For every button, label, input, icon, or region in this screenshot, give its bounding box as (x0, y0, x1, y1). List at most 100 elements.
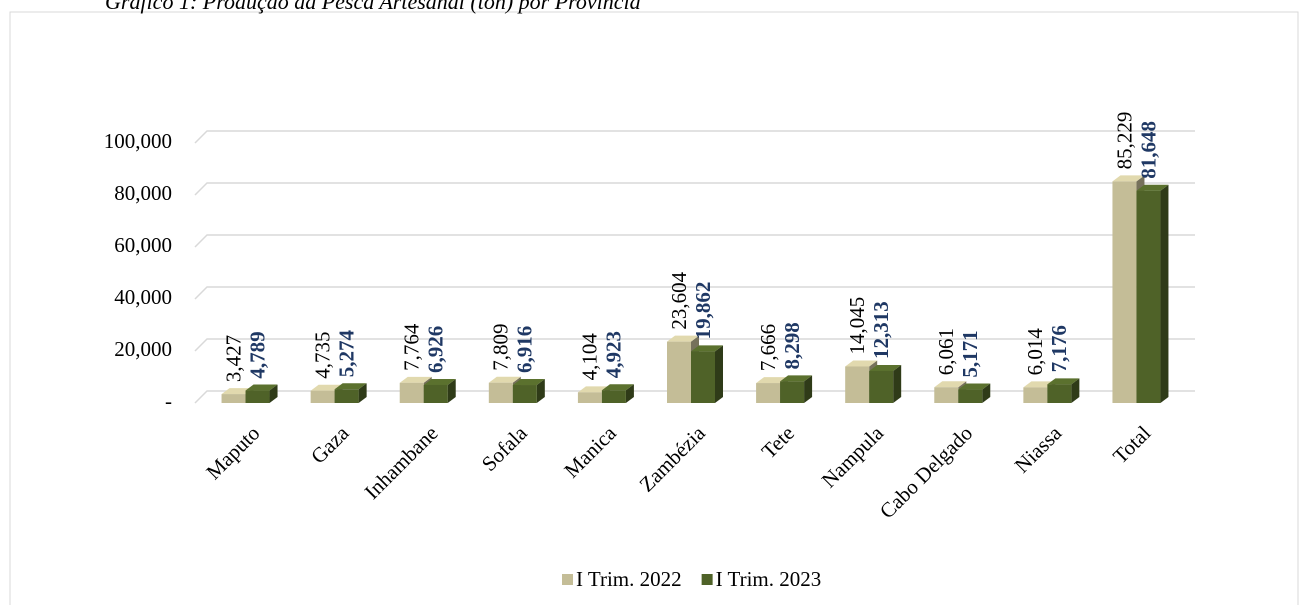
chart-title: Gráfico 1: Produção da Pesca Artesanal (… (105, 0, 641, 14)
legend-label: I Trim. 2022 (576, 567, 682, 591)
y-tick-label: 20,000 (114, 337, 172, 361)
bar-top (423, 378, 456, 385)
bar (221, 394, 246, 403)
bar-side (1071, 378, 1080, 403)
value-label: 19,862 (691, 282, 715, 340)
value-label: 12,313 (869, 301, 893, 359)
bar-side (269, 384, 278, 403)
bar-top (601, 384, 634, 391)
bar (1023, 387, 1048, 403)
bar (691, 351, 715, 403)
value-label: 23,604 (667, 271, 691, 329)
value-label: 7,764 (400, 323, 424, 371)
y-tick-label: 100,000 (104, 129, 172, 153)
bar (399, 382, 424, 403)
y-tick-label: - (165, 389, 172, 413)
bar (512, 385, 537, 403)
bar (1136, 190, 1161, 403)
y-tick-label: 40,000 (114, 285, 172, 309)
legend-swatch (562, 574, 573, 585)
value-label: 81,648 (1136, 121, 1160, 179)
value-label: 7,176 (1047, 325, 1071, 372)
bar (1112, 181, 1137, 403)
value-label: 4,104 (578, 333, 602, 381)
legend-swatch (701, 574, 713, 585)
bar (958, 389, 983, 403)
x-tick-label: Tete (757, 421, 799, 463)
legend-label: I Trim. 2023 (716, 567, 822, 591)
x-tick-label: Niassa (1010, 420, 1067, 477)
grid-line (194, 130, 1195, 144)
bar (423, 384, 448, 403)
bar-side (1160, 184, 1169, 403)
bar-side (804, 375, 813, 403)
chart-border (9, 11, 1299, 605)
value-label: 6,916 (513, 326, 537, 373)
value-label: 7,809 (489, 323, 513, 370)
value-label: 4,923 (602, 331, 626, 378)
bar-top (1047, 378, 1080, 385)
bar-top (958, 383, 991, 390)
bar-top (488, 376, 521, 383)
bar-top (1112, 175, 1145, 182)
bar (245, 390, 270, 403)
bar-side (625, 384, 634, 403)
bar-side (715, 345, 723, 403)
bar-top (245, 384, 278, 391)
bar (845, 366, 870, 403)
bar-top (399, 376, 432, 383)
x-tick-label: Cabo Delgado (875, 421, 977, 523)
value-label: 3,427 (221, 335, 245, 382)
value-label: 4,789 (245, 331, 269, 378)
bar (756, 383, 781, 403)
grid-line (194, 182, 1195, 196)
bar-side (447, 378, 456, 403)
bar-top (780, 375, 813, 382)
bar-top (667, 335, 699, 342)
value-label: 5,171 (958, 330, 982, 377)
bar-top (869, 364, 902, 371)
bar (780, 381, 805, 403)
x-tick-label: Zambézia (634, 420, 710, 496)
x-tick-label: Manica (559, 420, 621, 482)
bar (869, 370, 894, 403)
bar-side (982, 383, 991, 403)
y-tick-label: 60,000 (114, 233, 172, 257)
bar-top (512, 379, 545, 386)
bar-side (893, 364, 902, 403)
bar (667, 341, 691, 403)
value-label: 7,666 (756, 324, 780, 371)
bar-top (310, 384, 343, 391)
value-label: 85,229 (1112, 112, 1136, 170)
x-tick-label: Nampula (817, 420, 889, 492)
x-tick-label: Inhambane (360, 421, 443, 504)
bar (488, 382, 513, 403)
bar (1047, 384, 1072, 403)
value-label: 8,298 (780, 322, 804, 369)
bar-side (358, 383, 367, 403)
value-label: 6,926 (424, 326, 448, 373)
y-tick-label: 80,000 (114, 181, 172, 205)
x-tick-label: Total (1108, 421, 1155, 468)
bar-top (845, 360, 878, 367)
value-label: 6,014 (1023, 328, 1047, 376)
bar (601, 390, 626, 403)
grid-line (194, 338, 1195, 352)
x-tick-label: Maputo (201, 421, 264, 484)
value-label: 6,061 (934, 328, 958, 375)
value-label: 14,045 (845, 297, 869, 355)
grid-line (194, 286, 1195, 300)
bar-top (1136, 184, 1169, 191)
bar-top (691, 345, 723, 352)
value-label: 5,274 (334, 330, 358, 378)
x-tick-label: Gaza (306, 420, 354, 468)
bar (577, 392, 602, 403)
bar (934, 387, 959, 403)
value-label: 4,735 (310, 331, 334, 378)
bar-side (536, 379, 545, 403)
bar-top (334, 383, 367, 390)
grid-line (194, 234, 1195, 248)
bar (334, 389, 359, 403)
